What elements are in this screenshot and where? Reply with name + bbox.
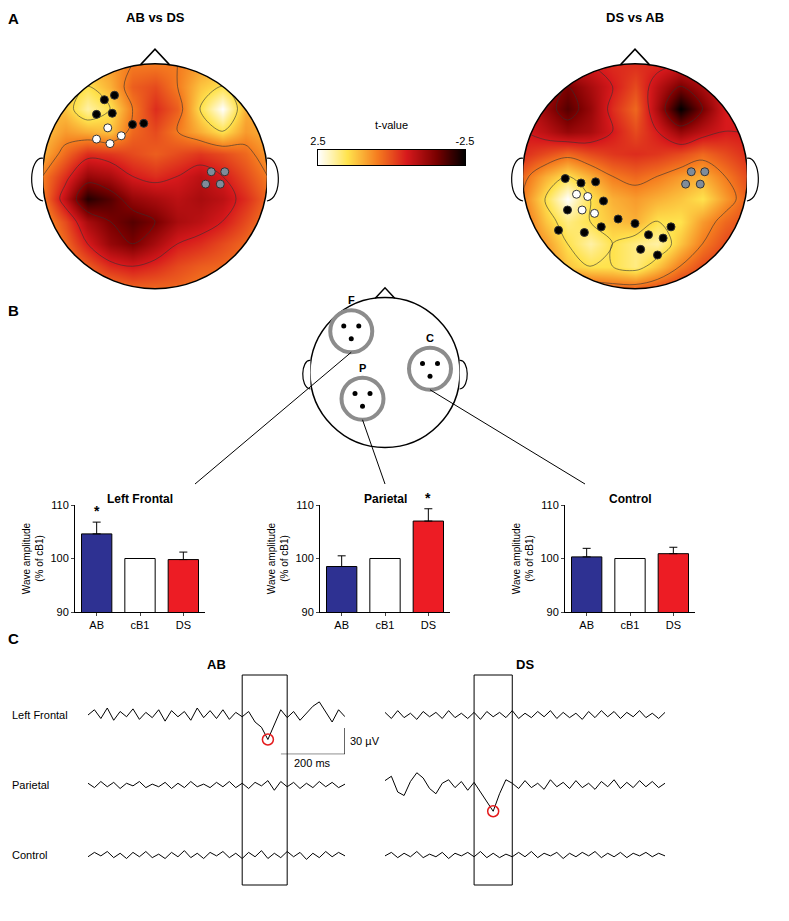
svg-text:A: A (8, 10, 19, 27)
svg-text:Wave amplitude(% of cB1): Wave amplitude(% of cB1) (266, 522, 290, 594)
svg-text:100: 100 (295, 552, 313, 564)
svg-text:110: 110 (296, 499, 314, 511)
svg-text:200 ms: 200 ms (294, 757, 331, 769)
svg-text:*: * (94, 503, 100, 519)
svg-text:Left Frontal: Left Frontal (12, 709, 68, 721)
svg-text:cB1: cB1 (621, 619, 640, 631)
svg-text:90: 90 (547, 606, 559, 618)
svg-text:AB: AB (334, 619, 349, 631)
svg-text:2.5: 2.5 (310, 135, 325, 147)
svg-text:cB1: cB1 (376, 619, 395, 631)
svg-text:DS: DS (176, 619, 191, 631)
svg-text:cB1: cB1 (131, 619, 150, 631)
svg-text:*: * (425, 490, 431, 506)
svg-text:C: C (8, 630, 19, 647)
svg-text:100: 100 (50, 552, 68, 564)
svg-text:AB: AB (579, 619, 594, 631)
svg-text:F: F (348, 294, 355, 306)
svg-text:C: C (426, 332, 434, 344)
svg-text:t-value: t-value (375, 119, 408, 131)
svg-text:-2.5: -2.5 (456, 135, 475, 147)
svg-text:DS: DS (666, 619, 681, 631)
svg-text:AB vs DS: AB vs DS (126, 10, 185, 25)
svg-text:90: 90 (57, 606, 69, 618)
svg-text:Left Frontal: Left Frontal (107, 492, 173, 506)
svg-text:B: B (8, 302, 19, 319)
svg-text:110: 110 (541, 499, 559, 511)
svg-text:110: 110 (51, 499, 69, 511)
svg-text:90: 90 (302, 606, 314, 618)
svg-text:100: 100 (540, 552, 558, 564)
svg-text:DS: DS (421, 619, 436, 631)
svg-text:Parietal: Parietal (12, 779, 49, 791)
svg-text:Wave amplitude(% of cB1): Wave amplitude(% of cB1) (21, 522, 45, 594)
svg-text:P: P (359, 362, 366, 374)
svg-text:AB: AB (89, 619, 104, 631)
svg-text:AB: AB (207, 657, 226, 672)
svg-text:Parietal: Parietal (364, 492, 407, 506)
svg-text:Control: Control (12, 849, 47, 861)
svg-text:Wave amplitude(% of cB1): Wave amplitude(% of cB1) (511, 522, 535, 594)
svg-text:DS vs AB: DS vs AB (606, 10, 664, 25)
svg-text:30 µV: 30 µV (350, 735, 380, 747)
svg-text:Control: Control (609, 492, 652, 506)
svg-text:DS: DS (516, 657, 534, 672)
